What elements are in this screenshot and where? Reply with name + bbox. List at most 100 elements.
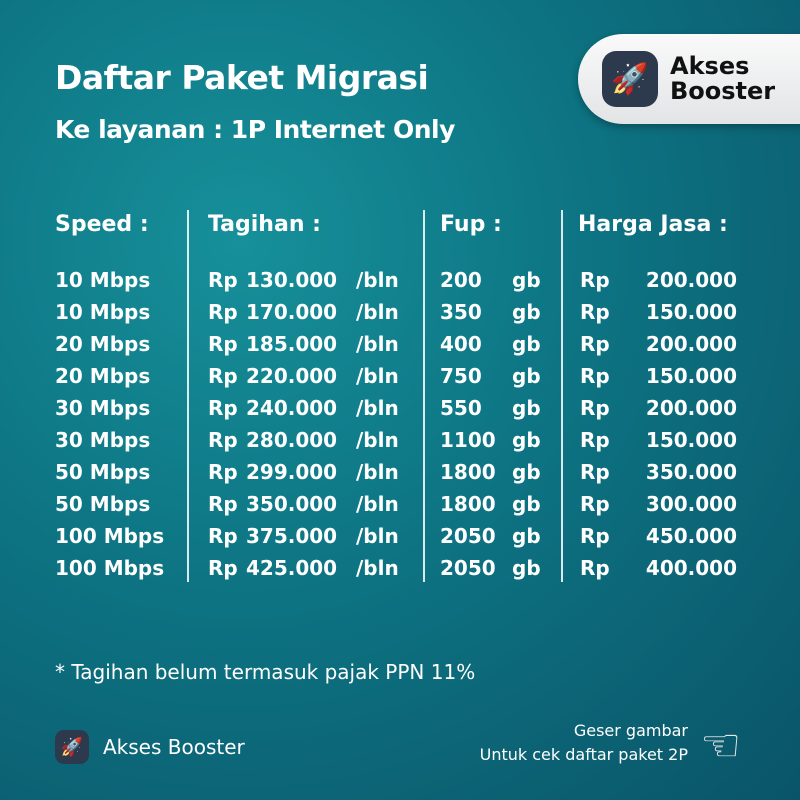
cell-fee-currency: Rp — [580, 332, 610, 356]
cell-speed: 10 Mbps — [55, 300, 151, 324]
table-row: 100 Mbps Rp 375.000/bln 2050 gb Rp 450.000 — [0, 524, 800, 556]
table-row: 30 Mbps Rp 240.000/bln 550 gb Rp 200.000 — [0, 396, 800, 428]
header-fee: Harga Jasa : — [578, 212, 728, 237]
swipe-line2: Untuk cek daftar paket 2P — [479, 745, 688, 764]
cell-fup: 2050 — [440, 524, 496, 548]
table-row: 20 Mbps Rp 220.000/bln 750 gb Rp 150.000 — [0, 364, 800, 396]
cell-bill: 425.000 — [246, 556, 338, 580]
header-bill: Tagihan : — [208, 212, 321, 237]
cell-fup: 1800 — [440, 492, 496, 516]
header-speed: Speed : — [55, 212, 149, 237]
cell-unit: gb — [512, 364, 541, 388]
rocket-icon: 🚀 — [55, 730, 89, 764]
cell-speed: 20 Mbps — [55, 332, 151, 356]
cell-period: /bln — [356, 556, 399, 580]
table-row: 10 Mbps Rp 130.000/bln 200 gb Rp 200.000 — [0, 268, 800, 300]
cell-fee-currency: Rp — [580, 524, 610, 548]
cell-fee: 200.000 — [645, 268, 737, 292]
swipe-hint: Geser gambar Untuk cek daftar paket 2P — [480, 719, 688, 767]
footer-brand: 🚀 Akses Booster — [55, 730, 245, 764]
cell-currency: Rp — [208, 332, 238, 356]
cell-fup: 750 — [440, 364, 482, 388]
cell-period: /bln — [356, 524, 399, 548]
cell-fee-currency: Rp — [580, 460, 610, 484]
cell-fup: 550 — [440, 396, 482, 420]
cell-fee-currency: Rp — [580, 556, 610, 580]
cell-currency: Rp — [208, 364, 238, 388]
cell-bill: 130.000 — [246, 268, 338, 292]
cell-speed: 30 Mbps — [55, 396, 151, 420]
cell-fee-currency: Rp — [580, 300, 610, 324]
cell-bill: 240.000 — [246, 396, 338, 420]
cell-currency: Rp — [208, 396, 238, 420]
cell-speed: 100 Mbps — [55, 524, 165, 548]
cell-unit: gb — [512, 428, 541, 452]
page-title: Daftar Paket Migrasi — [55, 58, 429, 97]
cell-fee: 200.000 — [645, 332, 737, 356]
cell-speed: 10 Mbps — [55, 268, 151, 292]
cell-unit: gb — [512, 300, 541, 324]
cell-speed: 100 Mbps — [55, 556, 165, 580]
cell-fup: 350 — [440, 300, 482, 324]
cell-fee: 300.000 — [645, 492, 737, 516]
cell-currency: Rp — [208, 492, 238, 516]
cell-bill: 185.000 — [246, 332, 338, 356]
brand-name-line2: Booster — [670, 77, 776, 105]
cell-unit: gb — [512, 332, 541, 356]
table-row: 100 Mbps Rp 425.000/bln 2050 gb Rp 400.000 — [0, 556, 800, 588]
cell-fee-currency: Rp — [580, 428, 610, 452]
table-row: 10 Mbps Rp 170.000/bln 350 gb Rp 150.000 — [0, 300, 800, 332]
cell-bill: 299.000 — [246, 460, 338, 484]
table-row: 20 Mbps Rp 185.000/bln 400 gb Rp 200.000 — [0, 332, 800, 364]
column-divider — [423, 210, 425, 582]
cell-currency: Rp — [208, 556, 238, 580]
cell-currency: Rp — [208, 460, 238, 484]
column-divider — [187, 210, 189, 582]
cell-bill: 350.000 — [246, 492, 338, 516]
cell-period: /bln — [356, 364, 399, 388]
swipe-hand-icon: ☜ — [700, 718, 742, 772]
cell-fee-currency: Rp — [580, 396, 610, 420]
cell-fee: 150.000 — [645, 300, 737, 324]
cell-speed: 30 Mbps — [55, 428, 151, 452]
cell-fee: 350.000 — [645, 460, 737, 484]
cell-unit: gb — [512, 460, 541, 484]
cell-fup: 400 — [440, 332, 482, 356]
cell-fee: 400.000 — [645, 556, 737, 580]
column-divider — [561, 210, 563, 582]
cell-speed: 20 Mbps — [55, 364, 151, 388]
cell-period: /bln — [356, 396, 399, 420]
header-fup: Fup : — [440, 212, 502, 237]
tax-note: * Tagihan belum termasuk pajak PPN 11% — [55, 660, 476, 684]
table-row: 50 Mbps Rp 350.000/bln 1800 gb Rp 300.000 — [0, 492, 800, 524]
cell-period: /bln — [356, 268, 399, 292]
cell-fee: 150.000 — [645, 428, 737, 452]
cell-fee: 450.000 — [645, 524, 737, 548]
cell-period: /bln — [356, 332, 399, 356]
cell-speed: 50 Mbps — [55, 492, 151, 516]
cell-fup: 200 — [440, 268, 482, 292]
cell-bill: 280.000 — [246, 428, 338, 452]
cell-unit: gb — [512, 524, 541, 548]
cell-bill: 375.000 — [246, 524, 338, 548]
cell-period: /bln — [356, 460, 399, 484]
cell-fee: 200.000 — [645, 396, 737, 420]
table-row: 50 Mbps Rp 299.000/bln 1800 gb Rp 350.000 — [0, 460, 800, 492]
cell-unit: gb — [512, 268, 541, 292]
cell-currency: Rp — [208, 428, 238, 452]
cell-unit: gb — [512, 556, 541, 580]
cell-speed: 50 Mbps — [55, 460, 151, 484]
swipe-line1: Geser gambar — [573, 721, 688, 740]
cell-period: /bln — [356, 492, 399, 516]
cell-currency: Rp — [208, 524, 238, 548]
cell-unit: gb — [512, 492, 541, 516]
brand-name-line1: Akses — [670, 52, 750, 80]
cell-currency: Rp — [208, 300, 238, 324]
cell-currency: Rp — [208, 268, 238, 292]
cell-fup: 1800 — [440, 460, 496, 484]
cell-fee-currency: Rp — [580, 492, 610, 516]
table-row: 30 Mbps Rp 280.000/bln 1100 gb Rp 150.000 — [0, 428, 800, 460]
brand-badge: 🚀 Akses Booster — [578, 34, 800, 124]
cell-fup: 2050 — [440, 556, 496, 580]
